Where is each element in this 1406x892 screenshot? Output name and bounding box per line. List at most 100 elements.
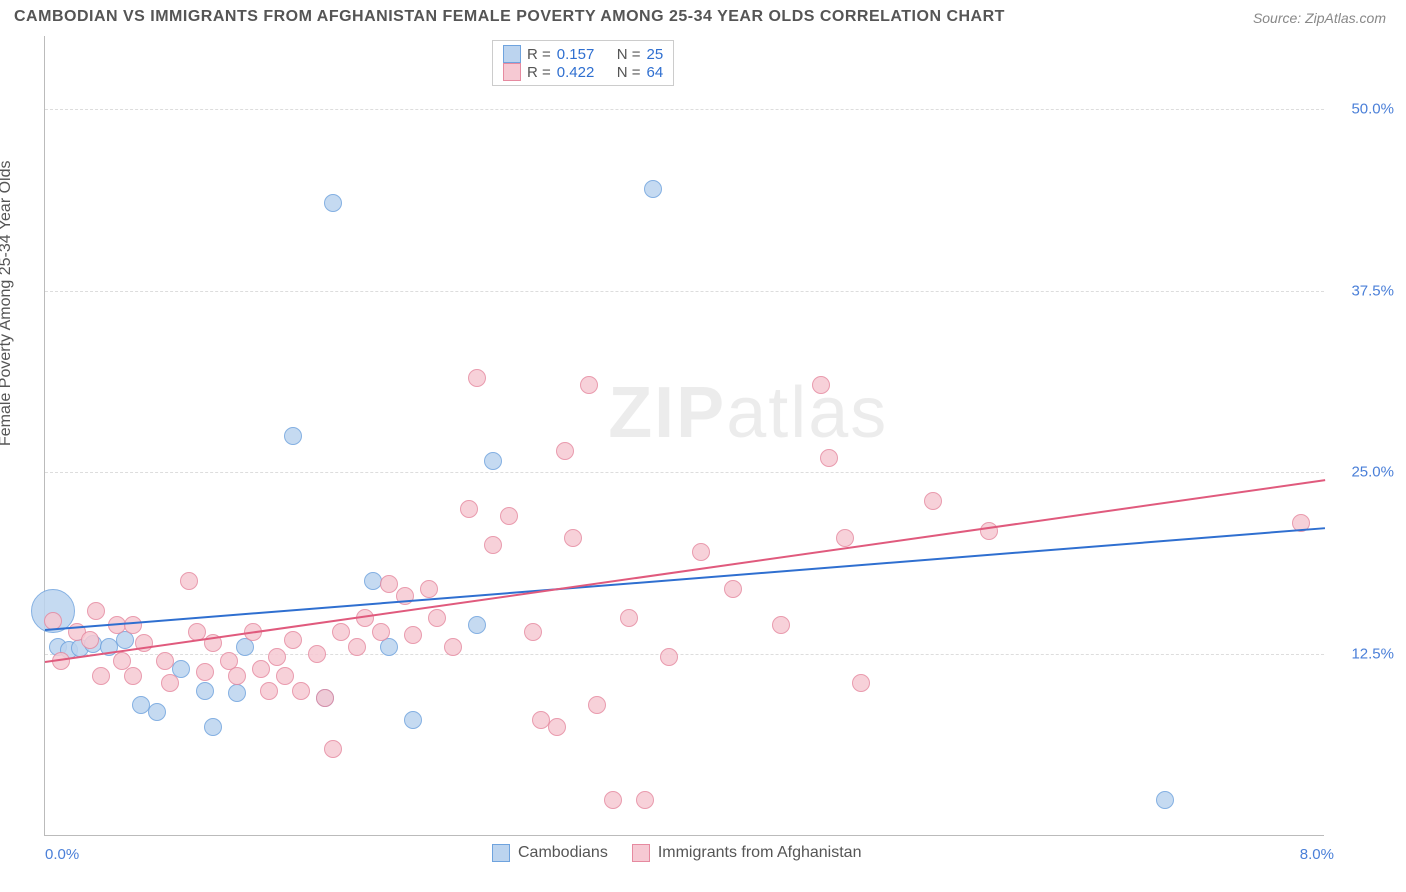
legend-swatch bbox=[503, 63, 521, 81]
x-tick-label: 0.0% bbox=[45, 846, 79, 863]
data-point-afghanistan bbox=[124, 667, 142, 685]
data-point-afghanistan bbox=[836, 529, 854, 547]
data-point-afghanistan bbox=[564, 529, 582, 547]
data-point-afghanistan bbox=[444, 638, 462, 656]
legend-n-value: 64 bbox=[647, 64, 664, 81]
data-point-cambodians bbox=[228, 684, 246, 702]
data-point-afghanistan bbox=[580, 376, 598, 394]
data-point-afghanistan bbox=[852, 674, 870, 692]
x-tick-label: 8.0% bbox=[1300, 846, 1334, 863]
chart-container: CAMBODIAN VS IMMIGRANTS FROM AFGHANISTAN… bbox=[0, 0, 1406, 892]
legend-n-label: N = bbox=[617, 46, 641, 63]
data-point-cambodians bbox=[148, 703, 166, 721]
data-point-afghanistan bbox=[324, 740, 342, 758]
data-point-afghanistan bbox=[196, 663, 214, 681]
data-point-afghanistan bbox=[724, 580, 742, 598]
gridline bbox=[45, 472, 1324, 473]
data-point-afghanistan bbox=[348, 638, 366, 656]
data-point-afghanistan bbox=[588, 696, 606, 714]
y-axis-title: Female Poverty Among 25-34 Year Olds bbox=[0, 161, 15, 447]
legend-label: Immigrants from Afghanistan bbox=[658, 844, 862, 862]
data-point-afghanistan bbox=[276, 667, 294, 685]
y-tick-label: 12.5% bbox=[1334, 646, 1394, 663]
data-point-afghanistan bbox=[692, 543, 710, 561]
data-point-afghanistan bbox=[87, 602, 105, 620]
legend-label: Cambodians bbox=[518, 844, 608, 862]
legend-correlation: R = 0.157 N = 25 R = 0.422 N = 64 bbox=[492, 40, 674, 86]
data-point-afghanistan bbox=[124, 616, 142, 634]
data-point-afghanistan bbox=[308, 645, 326, 663]
data-point-afghanistan bbox=[260, 682, 278, 700]
data-point-cambodians bbox=[196, 682, 214, 700]
data-point-afghanistan bbox=[620, 609, 638, 627]
data-point-afghanistan bbox=[268, 648, 286, 666]
legend-swatch bbox=[492, 844, 510, 862]
data-point-afghanistan bbox=[924, 492, 942, 510]
gridline bbox=[45, 291, 1324, 292]
legend-r-value: 0.157 bbox=[557, 46, 611, 63]
data-point-afghanistan bbox=[332, 623, 350, 641]
watermark-bold: ZIP bbox=[608, 373, 726, 453]
legend-swatch bbox=[503, 45, 521, 63]
legend-r-label: R = bbox=[527, 64, 551, 81]
data-point-cambodians bbox=[644, 180, 662, 198]
data-point-afghanistan bbox=[92, 667, 110, 685]
data-point-cambodians bbox=[468, 616, 486, 634]
data-point-afghanistan bbox=[660, 648, 678, 666]
data-point-afghanistan bbox=[468, 369, 486, 387]
data-point-cambodians bbox=[484, 452, 502, 470]
legend-item-cambodians: Cambodians bbox=[492, 844, 608, 862]
watermark-thin: atlas bbox=[726, 373, 888, 453]
data-point-afghanistan bbox=[420, 580, 438, 598]
watermark: ZIPatlas bbox=[608, 372, 888, 454]
data-point-afghanistan bbox=[548, 718, 566, 736]
data-point-afghanistan bbox=[284, 631, 302, 649]
legend-series: Cambodians Immigrants from Afghanistan bbox=[492, 844, 861, 862]
legend-item-afghanistan: Immigrants from Afghanistan bbox=[632, 844, 862, 862]
gridline bbox=[45, 654, 1324, 655]
legend-r-label: R = bbox=[527, 46, 551, 63]
source-label: Source: ZipAtlas.com bbox=[1253, 10, 1386, 26]
data-point-afghanistan bbox=[81, 631, 99, 649]
trend-line-cambodians bbox=[45, 528, 1325, 632]
data-point-afghanistan bbox=[524, 623, 542, 641]
data-point-afghanistan bbox=[372, 623, 390, 641]
data-point-afghanistan bbox=[556, 442, 574, 460]
data-point-afghanistan bbox=[404, 626, 422, 644]
data-point-afghanistan bbox=[484, 536, 502, 554]
legend-n-label: N = bbox=[617, 64, 641, 81]
data-point-afghanistan bbox=[980, 522, 998, 540]
data-point-afghanistan bbox=[500, 507, 518, 525]
data-point-afghanistan bbox=[812, 376, 830, 394]
data-point-cambodians bbox=[204, 718, 222, 736]
y-tick-label: 37.5% bbox=[1334, 282, 1394, 299]
legend-n-value: 25 bbox=[647, 46, 664, 63]
data-point-cambodians bbox=[404, 711, 422, 729]
data-point-afghanistan bbox=[428, 609, 446, 627]
data-point-afghanistan bbox=[156, 652, 174, 670]
data-point-cambodians bbox=[324, 194, 342, 212]
data-point-afghanistan bbox=[460, 500, 478, 518]
y-tick-label: 50.0% bbox=[1334, 100, 1394, 117]
data-point-afghanistan bbox=[180, 572, 198, 590]
data-point-afghanistan bbox=[820, 449, 838, 467]
data-point-afghanistan bbox=[316, 689, 334, 707]
data-point-afghanistan bbox=[772, 616, 790, 634]
data-point-afghanistan bbox=[604, 791, 622, 809]
data-point-afghanistan bbox=[228, 667, 246, 685]
legend-swatch bbox=[632, 844, 650, 862]
data-point-afghanistan bbox=[292, 682, 310, 700]
data-point-afghanistan bbox=[380, 575, 398, 593]
legend-row-cambodians: R = 0.157 N = 25 bbox=[503, 45, 663, 63]
data-point-cambodians bbox=[284, 427, 302, 445]
chart-title: CAMBODIAN VS IMMIGRANTS FROM AFGHANISTAN… bbox=[14, 8, 1005, 26]
trend-line-afghanistan bbox=[45, 480, 1325, 664]
legend-r-value: 0.422 bbox=[557, 64, 611, 81]
data-point-afghanistan bbox=[636, 791, 654, 809]
data-point-afghanistan bbox=[161, 674, 179, 692]
gridline bbox=[45, 109, 1324, 110]
legend-row-afghanistan: R = 0.422 N = 64 bbox=[503, 63, 663, 81]
data-point-cambodians bbox=[1156, 791, 1174, 809]
data-point-afghanistan bbox=[252, 660, 270, 678]
y-tick-label: 25.0% bbox=[1334, 464, 1394, 481]
